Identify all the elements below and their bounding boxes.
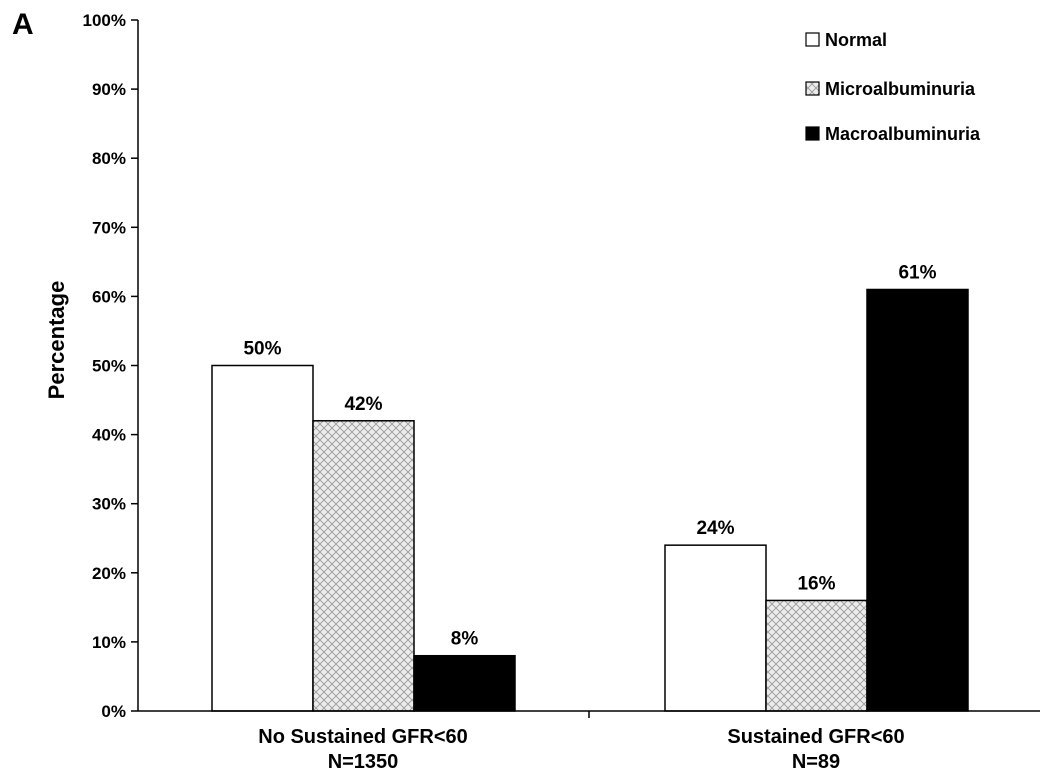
y-axis-ticks: 0% 10% 20% 30% 40% 50% 60% 70% 80% 90% 100% xyxy=(83,11,138,721)
legend-swatch-microalbuminuria xyxy=(805,81,820,96)
bar-microalbuminuria-2 xyxy=(765,599,868,712)
bar-normal-1 xyxy=(211,364,314,712)
y-tick-label: 40% xyxy=(92,426,126,445)
y-tick-label: 30% xyxy=(92,495,126,514)
data-labels: 50% 42% 8% 24% 16% 61% xyxy=(243,262,936,649)
y-axis-title: Percentage xyxy=(44,281,69,400)
panel-letter: A xyxy=(12,8,34,41)
y-tick-label: 90% xyxy=(92,80,126,99)
bar-macroalbuminuria-1 xyxy=(413,654,516,712)
data-label-macroalbuminuria-2: 61% xyxy=(898,262,936,283)
legend-label-normal: Normal xyxy=(825,30,887,50)
y-tick-label: 50% xyxy=(92,357,126,376)
data-label-normal-2: 24% xyxy=(696,518,734,539)
y-tick-label: 60% xyxy=(92,287,126,306)
legend-label-macroalbuminuria: Macroalbuminuria xyxy=(825,124,981,144)
y-tick-label: 80% xyxy=(92,149,126,168)
bar-macroalbuminuria-2 xyxy=(866,288,969,712)
data-label-microalbuminuria-1: 42% xyxy=(344,394,382,415)
y-tick-label: 0% xyxy=(101,702,126,721)
y-tick-label: 10% xyxy=(92,633,126,652)
legend-swatch-normal xyxy=(805,32,820,47)
x-axis-category-labels: No Sustained GFR<60 N=1350 Sustained GFR<6… xyxy=(258,711,905,773)
y-tick-label: 20% xyxy=(92,564,126,583)
data-label-normal-1: 50% xyxy=(243,339,281,360)
x-category-count: N=89 xyxy=(792,751,840,773)
x-category-count: N=1350 xyxy=(328,751,399,773)
legend: Normal Microalbuminuria Macroalbuminuria xyxy=(805,30,981,144)
bar-normal-2 xyxy=(664,544,767,712)
bar-microalbuminuria-1 xyxy=(312,420,415,712)
x-category-label: Sustained GFR<60 xyxy=(727,726,904,748)
y-tick-label: 70% xyxy=(92,218,126,237)
data-label-microalbuminuria-2: 16% xyxy=(797,573,835,594)
data-label-macroalbuminuria-1: 8% xyxy=(451,629,479,650)
legend-swatch-macroalbuminuria xyxy=(805,126,820,141)
y-tick-label: 100% xyxy=(83,11,126,30)
x-category-label: No Sustained GFR<60 xyxy=(258,726,468,748)
legend-label-microalbuminuria: Microalbuminuria xyxy=(825,79,976,99)
bars xyxy=(211,288,969,712)
